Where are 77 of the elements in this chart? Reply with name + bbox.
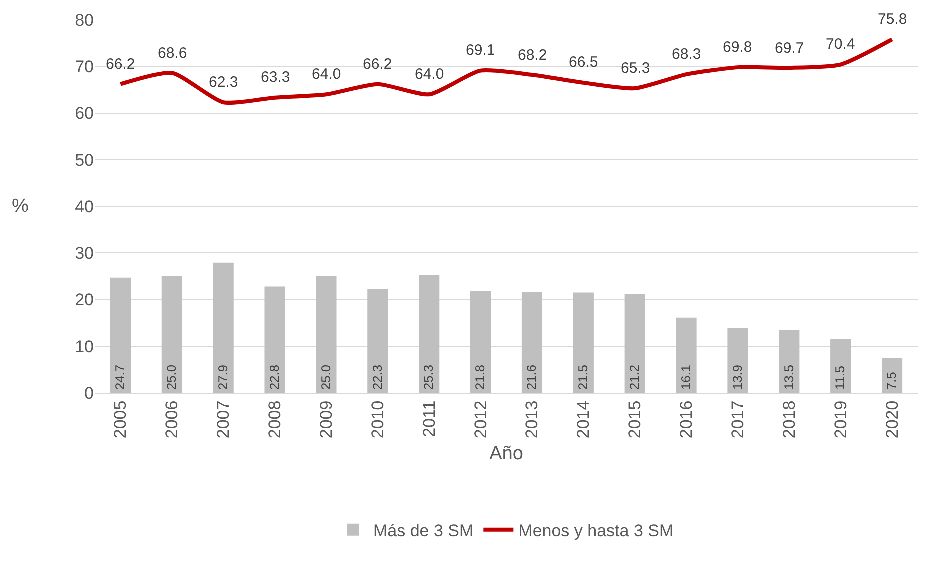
data-label: 21.5	[576, 364, 591, 390]
bar	[779, 330, 800, 393]
data-label: 66.2	[106, 56, 136, 73]
data-label: 25.3	[421, 364, 436, 390]
x-tick-label: 2008	[266, 400, 285, 439]
legend-label: Más de 3 SM	[374, 522, 474, 541]
y-axis-title: %	[12, 196, 29, 217]
y-tick-label: 30	[75, 244, 94, 264]
x-tick-label: 2007	[214, 400, 234, 439]
x-tick-label: 2012	[471, 400, 490, 439]
x-tick-label: 2014	[574, 400, 594, 439]
data-label: 64.0	[415, 66, 444, 83]
data-label: 16.1	[678, 364, 694, 390]
bar	[316, 276, 337, 393]
x-tick-label: 2016	[677, 400, 696, 439]
data-label: 21.2	[626, 364, 642, 390]
x-tick-label: 2010	[368, 400, 388, 439]
data-label: 13.9	[730, 364, 745, 390]
x-tick-label: 2020	[882, 400, 902, 439]
data-label: 64.0	[312, 66, 342, 83]
x-tick-label: 2005	[111, 400, 130, 439]
x-tick-label: 2009	[316, 400, 336, 439]
bar	[470, 291, 492, 393]
x-tick-label: 2013	[522, 400, 542, 439]
bar	[830, 339, 852, 393]
data-label: 66.5	[569, 54, 598, 71]
bar	[110, 278, 132, 393]
data-label: 75.8	[878, 11, 908, 28]
bar	[522, 292, 543, 393]
bar	[213, 262, 234, 393]
data-label: 22.8	[266, 364, 282, 390]
data-label: 69.8	[723, 39, 752, 56]
bar	[624, 294, 646, 393]
x-tick-label: 2015	[626, 400, 645, 439]
x-axis-title: Año	[490, 443, 524, 464]
bar	[728, 328, 748, 393]
data-label: 65.3	[621, 60, 650, 77]
data-label: 25.0	[318, 364, 334, 390]
bar	[882, 358, 903, 393]
y-tick-label: 10	[75, 337, 94, 356]
y-tick-label: 0	[84, 384, 94, 403]
data-label: 21.6	[524, 364, 540, 390]
x-tick-label: 2006	[162, 400, 182, 439]
bar	[368, 289, 388, 393]
bar	[573, 292, 594, 393]
data-label: 69.1	[466, 42, 496, 59]
data-label: 68.2	[518, 47, 548, 64]
data-label: 68.6	[158, 45, 188, 62]
data-label: 21.8	[472, 364, 488, 390]
x-tick-label: 2018	[780, 400, 799, 439]
bar	[676, 318, 697, 393]
x-tick-label: 2019	[831, 400, 850, 439]
y-tick-label: 60	[75, 104, 94, 124]
data-label: 27.9	[215, 364, 230, 390]
data-label: 24.7	[112, 364, 128, 390]
bar	[264, 286, 286, 393]
data-label: 62.3	[209, 74, 238, 91]
data-label: 63.3	[261, 69, 290, 86]
y-tick-label: 70	[75, 58, 94, 77]
data-label: 11.5	[832, 366, 848, 390]
y-tick-label: 40	[75, 197, 94, 216]
x-tick-label: 2017	[728, 400, 748, 439]
y-tick-label: 50	[75, 150, 94, 170]
bar	[162, 276, 182, 393]
y-tick-label: 80	[75, 10, 94, 30]
data-label: 70.4	[826, 36, 856, 53]
data-label: 13.5	[781, 364, 796, 390]
legend-label: Menos y hasta 3 SM	[518, 522, 674, 541]
bar	[419, 275, 440, 393]
data-label: 7.5	[884, 372, 900, 390]
data-label: 25.0	[164, 364, 180, 390]
data-label: 68.3	[672, 46, 702, 63]
data-label: 69.7	[775, 40, 804, 57]
data-label: 66.2	[363, 56, 392, 73]
data-label: 22.3	[370, 364, 385, 390]
x-tick-label: 2011	[420, 400, 439, 438]
y-tick-label: 20	[75, 290, 94, 310]
